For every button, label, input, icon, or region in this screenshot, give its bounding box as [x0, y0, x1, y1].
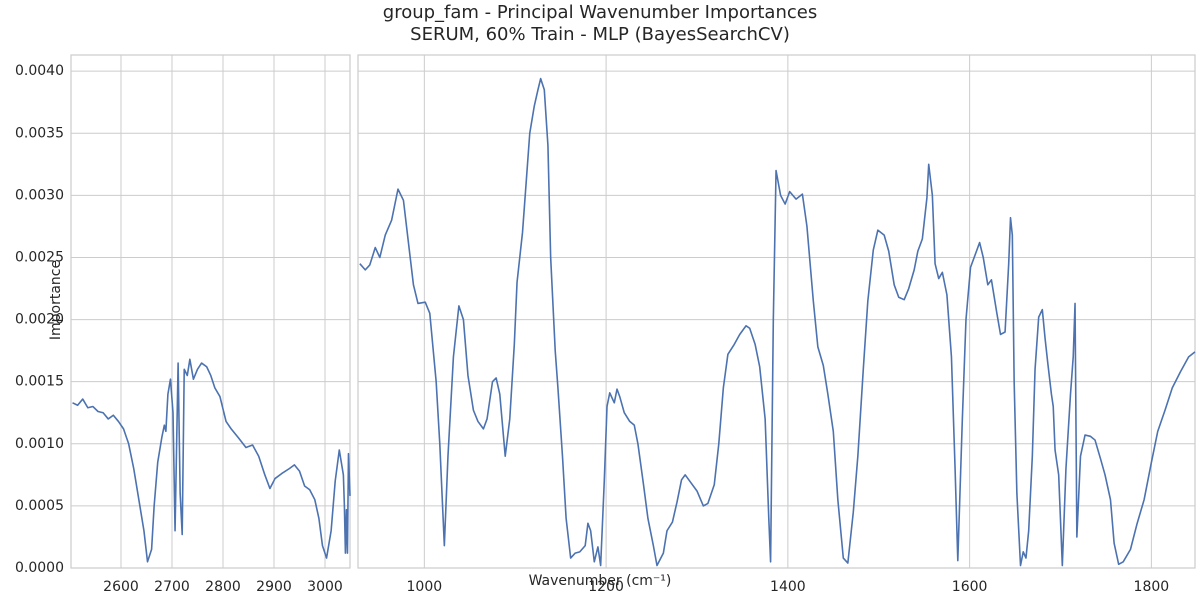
x-tick-label: 1600: [952, 579, 988, 595]
x-tick-label: 2900: [256, 579, 292, 595]
y-tick-label: 0.0005: [15, 498, 64, 514]
y-axis-label: Importance: [48, 260, 64, 340]
x-tick-label: 1400: [770, 579, 806, 595]
x-axis-label: Wavenumber (cm⁻¹): [529, 573, 672, 589]
chart-title: group_fam - Principal Wavenumber Importa…: [383, 2, 817, 23]
y-tick-label: 0.0020: [15, 312, 64, 328]
importance-line: [359, 77, 1196, 567]
plot-frame: [357, 54, 1196, 569]
x-tick-label: 1000: [407, 579, 443, 595]
y-tick-label: 0.0015: [15, 374, 64, 390]
x-tick-label: 2800: [205, 579, 241, 595]
y-tick-label: 0.0030: [15, 187, 64, 203]
y-tick-label: 0.0025: [15, 249, 64, 265]
plot-frame: [70, 54, 351, 569]
importance-line: [72, 358, 351, 563]
y-tick-label: 0.0000: [15, 560, 64, 576]
x-tick-label: 2700: [154, 579, 190, 595]
x-tick-label: 2600: [103, 579, 139, 595]
y-tick-label: 0.0040: [15, 63, 64, 79]
x-tick-label: 1800: [1134, 579, 1170, 595]
x-tick-label: 1200: [588, 579, 624, 595]
y-tick-label: 0.0010: [15, 436, 64, 452]
x-tick-label: 3000: [307, 579, 343, 595]
y-tick-label: 0.0035: [15, 125, 64, 141]
chart-subtitle: SERUM, 60% Train - MLP (BayesSearchCV): [410, 24, 790, 45]
